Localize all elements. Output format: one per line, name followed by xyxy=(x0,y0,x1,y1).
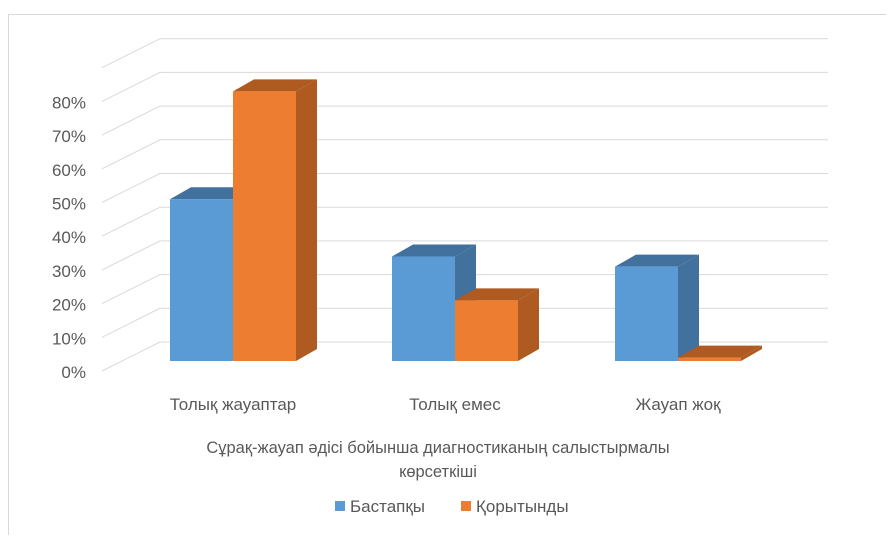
x-axis-categories: Толық жауаптар Толық емес Жауап жоқ xyxy=(170,395,721,414)
y-tick-label: 20% xyxy=(52,296,86,315)
y-tick-label: 60% xyxy=(52,161,86,180)
y-tick-label: 50% xyxy=(52,195,86,214)
gridline xyxy=(101,341,828,372)
bar xyxy=(170,199,233,361)
y-axis-ticks: 0% 10% 20% 30% 40% 50% 60% 70% 80% xyxy=(52,93,86,382)
y-tick-label: 30% xyxy=(52,262,86,281)
bar-top xyxy=(615,254,699,267)
bar xyxy=(233,91,296,362)
bar-side xyxy=(296,79,317,362)
legend-swatch-series-2 xyxy=(461,501,471,511)
x-category-label: Толық жауаптар xyxy=(170,395,297,414)
gridline xyxy=(101,206,828,237)
gridline xyxy=(101,38,828,69)
x-category-label: Толық емес xyxy=(409,395,501,414)
legend-label-series-2: Қорытынды xyxy=(476,497,569,516)
gridline xyxy=(101,139,828,170)
bar-top xyxy=(392,244,476,257)
chart-title-line-2: көрсеткіші xyxy=(399,463,477,481)
y-tick-label: 70% xyxy=(52,127,86,146)
legend: Бастапқы Қорытынды xyxy=(335,497,569,516)
bar-side xyxy=(518,288,539,361)
bars xyxy=(170,79,762,362)
bar xyxy=(678,357,741,361)
gridline xyxy=(101,274,828,305)
bar xyxy=(392,256,455,361)
bar-side xyxy=(741,345,762,361)
bar-side xyxy=(678,254,699,361)
gridline xyxy=(101,105,828,136)
bar-top xyxy=(678,345,762,358)
y-tick-label: 80% xyxy=(52,93,86,112)
gridline xyxy=(101,173,828,203)
bar-top xyxy=(233,79,317,92)
bar xyxy=(455,300,518,361)
chart-frame xyxy=(8,14,886,535)
y-tick-label: 0% xyxy=(61,363,86,382)
gridline xyxy=(101,307,828,338)
legend-label-series-1: Бастапқы xyxy=(350,497,425,516)
bar-top xyxy=(455,288,539,301)
y-tick-label: 10% xyxy=(52,329,86,348)
gridline xyxy=(101,240,828,271)
y-tick-label: 40% xyxy=(52,228,86,247)
bar xyxy=(615,266,678,361)
chart-title-line-1: Сұрақ-жауап әдісі бойынша диагностиканың… xyxy=(206,439,669,457)
x-category-label: Жауап жоқ xyxy=(635,395,721,414)
gridlines xyxy=(101,38,828,372)
legend-swatch-series-1 xyxy=(335,501,345,511)
gridline xyxy=(101,71,828,102)
